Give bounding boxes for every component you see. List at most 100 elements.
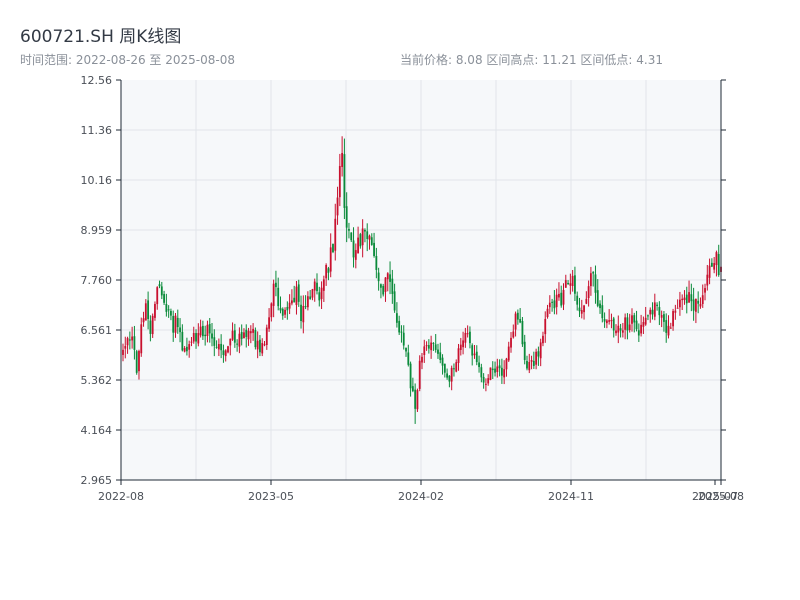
candle (487, 374, 490, 386)
candle-body (574, 275, 576, 294)
candle (179, 318, 181, 343)
candle-body (658, 307, 661, 316)
candle (446, 368, 449, 380)
candle (603, 312, 606, 328)
candle (585, 291, 588, 305)
candle (181, 324, 184, 352)
candle (133, 325, 136, 360)
candle (227, 345, 229, 354)
candle (233, 323, 236, 348)
candle (293, 285, 296, 303)
candle-body (350, 232, 353, 241)
candle-body (453, 368, 455, 370)
candle (562, 283, 565, 311)
candle-body (555, 294, 558, 308)
candle (685, 286, 688, 314)
candle-body (516, 312, 519, 320)
candle-body (336, 197, 339, 216)
candle-body (576, 295, 579, 305)
candle (462, 331, 464, 355)
candle (507, 341, 510, 362)
candle (201, 320, 204, 340)
candle-body (151, 315, 154, 335)
candle (496, 358, 499, 378)
candle (231, 322, 234, 341)
candle (450, 365, 453, 391)
candle-body (441, 357, 444, 366)
candle-body (275, 282, 277, 288)
candle (204, 325, 207, 346)
candle (519, 308, 522, 324)
candle (416, 388, 419, 412)
candle-body (185, 346, 188, 352)
candle (656, 302, 659, 311)
candle (343, 138, 346, 220)
candle-body (592, 272, 595, 274)
candle (617, 315, 620, 344)
candle-body (384, 277, 387, 292)
candle (537, 346, 540, 366)
candle (475, 345, 478, 366)
candle-body (217, 344, 220, 350)
candle (302, 295, 305, 334)
candle-body (256, 340, 259, 350)
candle (706, 264, 709, 291)
candle-body (599, 303, 601, 309)
candle-body (370, 237, 373, 245)
candle-body (229, 338, 232, 346)
candle-body (455, 362, 458, 372)
candle-body (211, 333, 213, 339)
candle (491, 361, 494, 380)
candle-body (329, 247, 332, 272)
candle (553, 290, 556, 315)
candle (674, 304, 677, 320)
candle-body (683, 297, 686, 301)
candle-body (660, 315, 663, 318)
candle (325, 263, 328, 286)
candle-body (165, 304, 168, 312)
candle-body (567, 282, 569, 284)
candle-body (571, 275, 574, 286)
candle-body (608, 320, 611, 322)
candle (154, 301, 156, 321)
candle-body (603, 318, 606, 322)
candle-body (635, 320, 638, 330)
candle-body (692, 299, 695, 311)
candle (414, 383, 417, 424)
candle-body (222, 350, 225, 355)
candle (692, 287, 695, 321)
candle-body (512, 331, 515, 338)
candle-body (679, 299, 681, 308)
candle (624, 313, 627, 340)
candle (418, 355, 421, 392)
candle-body (601, 305, 604, 319)
candle (398, 315, 401, 335)
candle-body (430, 342, 433, 351)
candle (359, 232, 362, 249)
candle (512, 324, 515, 339)
candle (327, 266, 330, 281)
candle-body (482, 376, 485, 383)
candle (530, 355, 533, 370)
candle-body (656, 304, 659, 306)
candle (443, 363, 446, 378)
candle-body (306, 296, 309, 308)
y-tick-label: 2.965 (81, 474, 113, 487)
candle-body (528, 361, 531, 371)
candle (377, 267, 380, 291)
candle-body (710, 262, 713, 267)
candle (434, 334, 437, 353)
candle (676, 299, 679, 309)
candle-body (154, 303, 156, 318)
candle-body (391, 278, 394, 294)
candle-body (605, 320, 608, 324)
candle-body (386, 273, 389, 280)
candle-body (338, 166, 341, 198)
candle (555, 288, 558, 315)
candle (516, 309, 519, 325)
candle-body (382, 285, 385, 295)
chart-date-range: 时间范围: 2022-08-26 至 2025-08-08 (20, 53, 235, 67)
candle (238, 327, 241, 354)
candle (649, 307, 652, 323)
candle (679, 291, 681, 316)
